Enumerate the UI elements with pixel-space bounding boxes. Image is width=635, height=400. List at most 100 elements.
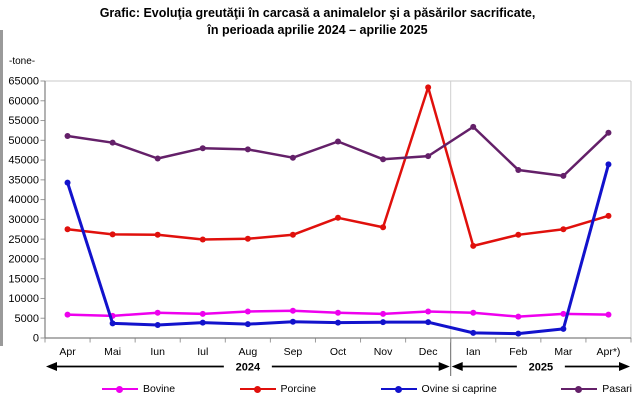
series-marker-pasari: [154, 155, 161, 162]
series-marker-bovine: [515, 313, 522, 320]
series-marker-porcine: [154, 231, 161, 238]
legend-item-pasari: Pasari: [561, 383, 632, 395]
series-line-ovine-si-caprine: [66, 162, 610, 336]
legend-label-porcine: Porcine: [280, 383, 317, 395]
series-marker-pasari: [289, 154, 296, 161]
legend-item-porcine: Porcine: [239, 383, 317, 395]
x-tick-label: Mar: [554, 346, 573, 358]
series-marker-porcine: [64, 226, 71, 233]
series-marker-porcine: [335, 214, 341, 221]
series-marker-pasari: [425, 153, 432, 160]
series-marker-ovine-si-caprine: [154, 321, 161, 328]
series-marker-porcine: [470, 242, 477, 249]
legend-swatch-pasari: [561, 385, 598, 394]
series-marker-bovine: [470, 309, 477, 316]
year-band-label: 2024: [236, 362, 261, 374]
legend-marker-dot: [394, 385, 402, 393]
series-marker-ovine-si-caprine: [64, 179, 71, 186]
series-marker-ovine-si-caprine: [199, 319, 206, 326]
chart-title-line2: în perioada aprilie 2024 – aprilie 2025: [207, 23, 428, 37]
series-line-porcine: [66, 86, 610, 248]
series-marker-ovine-si-caprine: [109, 320, 116, 327]
chart-title: Grafic: Evoluţia greutăţii în carcasă a …: [0, 5, 635, 39]
y-tick-label: 60000: [8, 95, 39, 107]
series-marker-pasari: [244, 146, 251, 153]
x-tick-label: Ian: [466, 346, 481, 358]
chart-legend: Bovine Porcine Ovine si caprine Pasari: [102, 381, 632, 397]
year-band-label: 2025: [529, 362, 553, 374]
series-marker-ovine-si-caprine: [244, 321, 251, 328]
y-tick-label: 20000: [8, 254, 39, 266]
series-line-pasari: [66, 125, 610, 178]
x-tick-label: Oct: [330, 346, 346, 358]
series-marker-porcine: [199, 236, 206, 243]
series-marker-bovine: [199, 310, 206, 317]
series-marker-pasari: [560, 172, 567, 179]
chart-title-line1: Grafic: Evoluţia greutăţii în carcasă a …: [99, 6, 536, 20]
x-tick-label: Nov: [374, 346, 393, 358]
series-marker-bovine: [289, 307, 296, 314]
legend-swatch-ovine-si-caprine: [380, 385, 417, 394]
series-marker-pasari: [335, 138, 341, 145]
year-arrowhead-right: [619, 362, 630, 371]
series-marker-pasari: [470, 123, 477, 130]
year-arrowhead-right: [438, 362, 450, 371]
x-tick-label: Iul: [197, 346, 208, 358]
series-marker-bovine: [560, 310, 567, 317]
series-marker-bovine: [154, 309, 161, 316]
y-tick-label: 30000: [8, 214, 39, 226]
x-tick-label: Apr*): [596, 346, 620, 358]
series-marker-pasari: [199, 145, 206, 152]
series-marker-bovine: [605, 311, 612, 318]
y-tick-label: 40000: [8, 194, 39, 206]
series-marker-pasari: [515, 166, 522, 173]
legend-item-ovine-si-caprine: Ovine si caprine: [380, 383, 497, 395]
series-marker-porcine: [109, 231, 116, 238]
x-tick-label: Feb: [509, 346, 527, 358]
legend-marker-dot: [116, 385, 123, 393]
series-marker-ovine-si-caprine: [470, 329, 477, 336]
year-arrowhead-left: [451, 362, 463, 371]
legend-marker-dot: [253, 385, 261, 393]
series-marker-porcine: [380, 224, 387, 231]
series-marker-ovine-si-caprine: [605, 161, 612, 168]
series-marker-porcine: [425, 84, 432, 91]
y-tick-label: 50000: [8, 135, 39, 147]
legend-label-bovine: Bovine: [143, 383, 176, 395]
series-marker-bovine: [425, 308, 432, 315]
series-marker-bovine: [380, 310, 387, 317]
y-tick-label: 65000: [8, 76, 39, 88]
legend-label-pasari: Pasari: [602, 383, 632, 395]
x-tick-label: Aug: [239, 346, 258, 358]
x-tick-label: Mai: [104, 346, 121, 358]
series-marker-pasari: [380, 156, 387, 163]
legend-swatch-porcine: [239, 385, 276, 394]
y-tick-label: 35000: [8, 174, 39, 186]
series-marker-porcine: [515, 231, 522, 238]
y-tick-label: 25000: [8, 234, 39, 246]
y-tick-label: 5000: [15, 313, 39, 325]
series-marker-porcine: [289, 231, 296, 238]
year-arrowhead-left: [46, 362, 57, 371]
legend-item-bovine: Bovine: [102, 383, 175, 395]
series-marker-bovine: [335, 309, 341, 316]
window-edge-artifact: [0, 30, 3, 346]
y-tick-label: 45000: [8, 155, 39, 167]
series-marker-pasari: [64, 132, 71, 139]
legend-label-ovine-si-caprine: Ovine si caprine: [421, 383, 497, 395]
series-marker-ovine-si-caprine: [380, 319, 387, 326]
x-tick-label: Apr: [59, 346, 76, 358]
x-tick-label: Sep: [284, 346, 303, 358]
series-marker-pasari: [109, 139, 116, 146]
y-tick-label: 55000: [8, 115, 39, 127]
series-marker-ovine-si-caprine: [289, 318, 296, 325]
y-tick-label: 10000: [8, 293, 39, 305]
series-marker-ovine-si-caprine: [515, 330, 522, 337]
x-tick-label: Dec: [419, 346, 438, 358]
series-marker-porcine: [560, 226, 567, 233]
series-marker-ovine-si-caprine: [560, 325, 567, 332]
series-marker-ovine-si-caprine: [425, 319, 432, 326]
series-marker-ovine-si-caprine: [335, 319, 341, 326]
